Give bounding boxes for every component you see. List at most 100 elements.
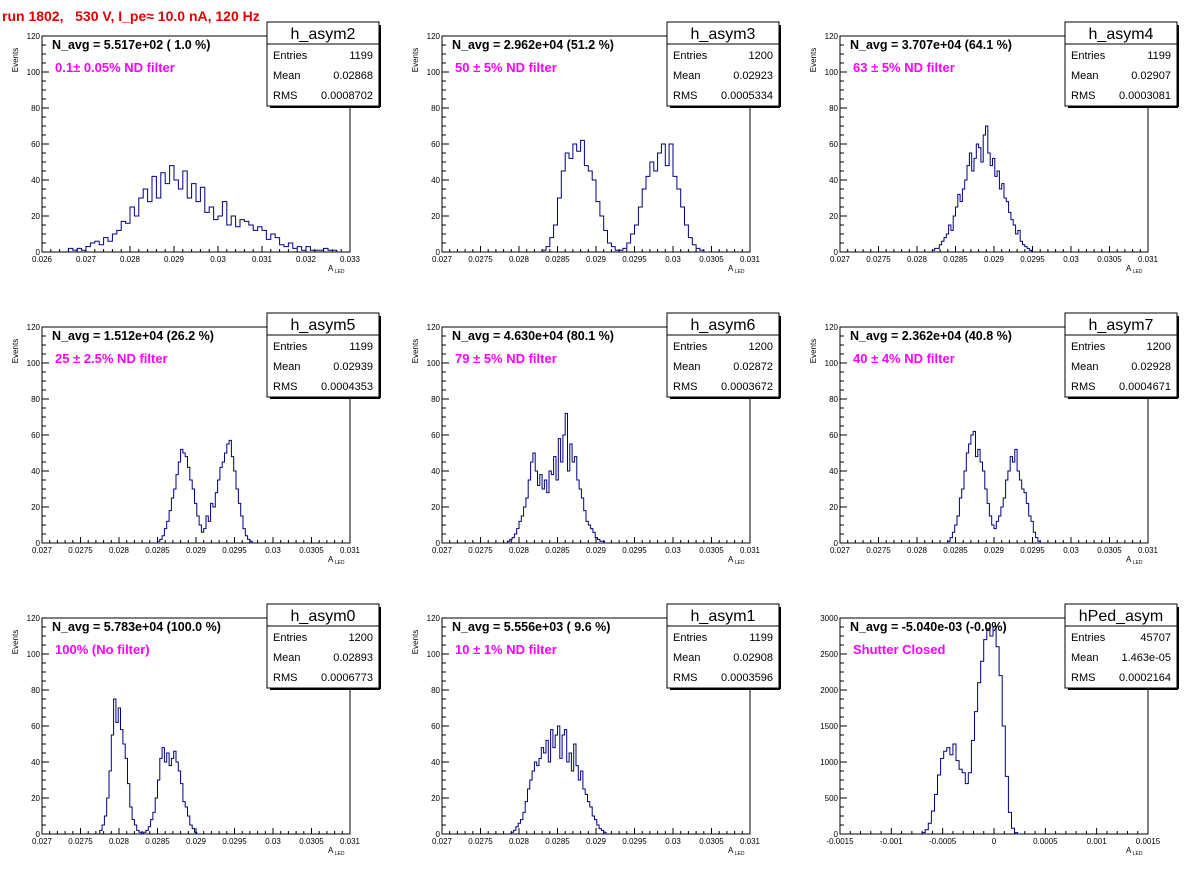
stats-label: Entries xyxy=(673,50,708,62)
navg-text: N_avg = 3.707e+04 (64.1 %) xyxy=(850,38,1012,52)
x-axis-title: A LED xyxy=(728,846,745,857)
y-tick-label: 40 xyxy=(829,176,838,185)
y-tick-label: 20 xyxy=(31,212,40,221)
stats-label: RMS xyxy=(673,672,697,684)
stats-label: Mean xyxy=(1071,70,1099,82)
stats-label: RMS xyxy=(273,672,297,684)
x-tick-label: -0.001 xyxy=(880,837,903,846)
y-tick-label: 0 xyxy=(36,539,41,548)
histogram-series xyxy=(510,725,609,835)
y-tick-label: 80 xyxy=(31,686,40,695)
y-tick-label: 120 xyxy=(27,614,41,623)
histogram-panel-h_asym5: 0.027 0.0275 0.028 0.0285 0.029 0.0295 0.03 0.0… xyxy=(11,312,381,566)
run-title: run 1802, 530 V, I_pe≈ 10.0 nA, 120 Hz xyxy=(2,8,260,24)
histogram-panel-h_asym6: 0.027 0.0275 0.028 0.0285 0.029 0.0295 0.03 0.0… xyxy=(411,312,781,566)
navg-text: N_avg = -5.040e-03 (-0.0%) xyxy=(850,620,1007,634)
stats-value: 0.02908 xyxy=(733,652,773,664)
stats-label: Mean xyxy=(273,652,301,664)
y-tick-label: 120 xyxy=(27,323,41,332)
stats-value: 1200 xyxy=(749,341,773,353)
x-tick-label: 0.027 xyxy=(32,546,53,555)
y-tick-label: 100 xyxy=(825,359,839,368)
stats-label: Entries xyxy=(673,632,708,644)
stats-value: 1200 xyxy=(349,632,373,644)
y-tick-label: 0 xyxy=(834,248,839,257)
stats-value: 0.02868 xyxy=(333,70,373,82)
x-tick-label: 0.0285 xyxy=(145,837,170,846)
histogram-series xyxy=(931,125,1034,253)
stats-value: 0.02872 xyxy=(733,361,773,373)
y-tick-label: 80 xyxy=(431,104,440,113)
y-tick-label: 80 xyxy=(31,395,40,404)
x-tick-label: 0.03 xyxy=(265,546,281,555)
stats-label: RMS xyxy=(673,381,697,393)
stats-box xyxy=(666,603,780,689)
navg-text: N_avg = 2.362e+04 (40.8 %) xyxy=(850,329,1012,343)
y-axis-title: Events xyxy=(809,48,818,72)
filter-label: 63 ± 5% ND filter xyxy=(853,60,955,75)
filter-label: 50 ± 5% ND filter xyxy=(455,60,557,75)
y-tick-label: 0 xyxy=(36,248,41,257)
y-tick-label: 20 xyxy=(431,212,440,221)
x-tick-label: 0.028 xyxy=(509,546,530,555)
y-tick-label: 60 xyxy=(31,140,40,149)
stats-label: Entries xyxy=(1071,632,1106,644)
x-tick-label: 0.029 xyxy=(164,255,185,264)
navg-text: N_avg = 4.630e+04 (80.1 %) xyxy=(452,329,614,343)
x-tick-label: 0.0295 xyxy=(622,837,647,846)
histogram-name: h_asym2 xyxy=(291,26,356,43)
navg-text: N_avg = 5.517e+02 ( 1.0 %) xyxy=(52,38,210,52)
stats-box xyxy=(266,21,380,107)
y-tick-label: 80 xyxy=(431,686,440,695)
histogram-panel-h_asym7: 0.027 0.0275 0.028 0.0285 0.029 0.0295 0.03 0.0… xyxy=(809,312,1179,566)
x-tick-label: 0.029 xyxy=(984,546,1005,555)
y-tick-label: 1500 xyxy=(820,722,838,731)
x-tick-label: 0.028 xyxy=(509,837,530,846)
x-tick-label: 0.029 xyxy=(186,837,207,846)
x-axis-title: A LED xyxy=(1126,846,1143,857)
x-tick-label: 0.027 xyxy=(32,837,53,846)
histogram-panel-h_asym4: 0.027 0.0275 0.028 0.0285 0.029 0.0295 0.03 0.0… xyxy=(809,21,1179,275)
x-tick-label: 0.031 xyxy=(340,837,361,846)
x-tick-label: 0.029 xyxy=(586,255,607,264)
stats-label: Mean xyxy=(1071,361,1099,373)
y-tick-label: 40 xyxy=(431,176,440,185)
y-tick-label: 80 xyxy=(829,104,838,113)
x-tick-label: 0.031 xyxy=(1138,546,1159,555)
x-tick-label: 0.0305 xyxy=(699,255,724,264)
stats-box xyxy=(666,21,780,107)
x-tick-label: 0.027 xyxy=(830,546,851,555)
x-tick-label: 0.0275 xyxy=(68,546,93,555)
stats-value: 0.0003081 xyxy=(1119,90,1171,102)
histogram-panel-h_asym1: 0.027 0.0275 0.028 0.0285 0.029 0.0295 0.03 0.0… xyxy=(411,603,781,857)
y-tick-label: 120 xyxy=(427,32,441,41)
stats-value: 45707 xyxy=(1140,632,1171,644)
y-tick-label: 60 xyxy=(829,140,838,149)
x-tick-label: 0.028 xyxy=(109,546,130,555)
y-tick-label: 80 xyxy=(31,104,40,113)
filter-label: 10 ± 1% ND filter xyxy=(455,642,557,657)
x-axis-title: A LED xyxy=(728,555,745,566)
stats-value: 0.02893 xyxy=(333,652,373,664)
x-axis-title: A LED xyxy=(328,264,345,275)
histogram-series xyxy=(99,698,200,835)
stats-value: 0.02939 xyxy=(333,361,373,373)
x-tick-label: 0.031 xyxy=(1138,255,1159,264)
stats-value: 1200 xyxy=(1147,341,1171,353)
stats-value: 0.02928 xyxy=(1131,361,1171,373)
y-tick-label: 20 xyxy=(829,212,838,221)
x-tick-label: 0.026 xyxy=(32,255,53,264)
stats-value: 1200 xyxy=(749,50,773,62)
stats-value: 0.02907 xyxy=(1131,70,1171,82)
histogram-name: h_asym7 xyxy=(1089,317,1154,334)
y-tick-label: 120 xyxy=(825,32,839,41)
stats-label: RMS xyxy=(1071,381,1095,393)
x-tick-label: 0.0015 xyxy=(1136,837,1161,846)
y-tick-label: 80 xyxy=(431,395,440,404)
stats-value: 0.02923 xyxy=(733,70,773,82)
histogram-panel-hPed_asym: -0.0015 -0.001 -0.0005 0 0.0005 0.001 0.0015 0 5… xyxy=(820,603,1179,857)
x-tick-label: 0.0285 xyxy=(545,837,570,846)
stats-value: 0.0005334 xyxy=(721,90,773,102)
stats-box xyxy=(266,603,380,689)
y-axis-title: Events xyxy=(411,339,420,363)
